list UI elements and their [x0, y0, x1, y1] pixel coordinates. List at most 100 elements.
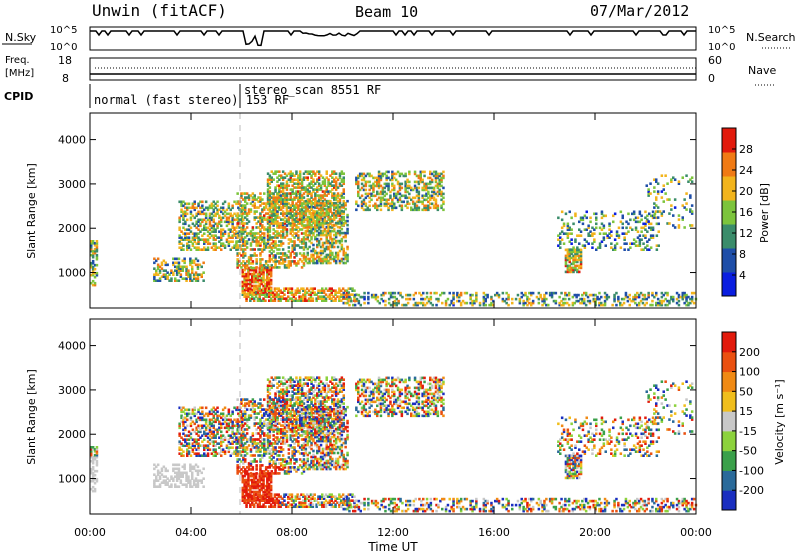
- power-cell: [310, 223, 313, 227]
- power-cell: [321, 297, 324, 300]
- power-cell: [323, 227, 327, 231]
- power-cell: [291, 184, 294, 187]
- power-cell: [456, 293, 459, 297]
- power-cell: [690, 210, 694, 213]
- power-cell: [160, 261, 164, 265]
- power-cell: [348, 299, 351, 303]
- power-cell: [317, 239, 321, 243]
- power-cell: [255, 244, 258, 247]
- velocity-cell: [236, 430, 239, 433]
- power-cell: [656, 216, 660, 219]
- power-cell: [645, 297, 648, 301]
- velocity-cell: [197, 408, 200, 412]
- velocity-cell: [197, 418, 200, 422]
- power-cell: [304, 295, 307, 298]
- power-cell: [236, 246, 239, 249]
- power-cell: [622, 297, 626, 301]
- power-cell: [191, 236, 195, 239]
- power-cell: [615, 230, 619, 233]
- velocity-cell: [266, 474, 269, 478]
- power-cell: [298, 174, 302, 177]
- power-cell: [283, 176, 287, 179]
- power-cell: [273, 289, 277, 292]
- power-cell: [398, 198, 402, 202]
- power-cell: [242, 264, 245, 267]
- power-cell: [268, 186, 272, 189]
- power-cell: [668, 212, 671, 215]
- power-cell: [212, 220, 215, 224]
- power-colorbar-tick-label: 4: [739, 269, 746, 282]
- power-cell: [325, 259, 328, 263]
- power-cell: [199, 224, 202, 228]
- velocity-cell: [164, 469, 167, 473]
- power-cell: [566, 266, 570, 270]
- power-cell: [283, 266, 287, 269]
- power-cell: [336, 196, 340, 199]
- velocity-cell: [244, 472, 247, 475]
- power-cell: [189, 210, 193, 214]
- power-cell: [245, 264, 249, 267]
- power-cell: [281, 226, 285, 229]
- power-cell: [212, 208, 215, 212]
- power-cell: [268, 222, 272, 225]
- power-cell: [396, 180, 400, 184]
- power-cell: [237, 206, 240, 210]
- power-cell: [317, 194, 321, 197]
- power-cell: [307, 297, 311, 300]
- power-cell: [644, 234, 647, 237]
- velocity-cell: [199, 444, 202, 447]
- power-cell: [328, 289, 332, 292]
- velocity-cell: [178, 446, 181, 449]
- power-cell: [423, 182, 426, 186]
- power-cell: [95, 255, 99, 259]
- power-cell: [634, 297, 637, 301]
- power-cell: [646, 218, 649, 222]
- velocity-cell: [197, 410, 200, 414]
- velocity-cell: [216, 418, 219, 422]
- power-cell: [272, 220, 275, 223]
- power-cell: [382, 291, 385, 295]
- power-cell: [223, 246, 227, 249]
- power-cell: [280, 226, 283, 229]
- power-cell: [278, 186, 281, 189]
- power-cell: [560, 303, 563, 307]
- power-cell: [268, 266, 272, 269]
- power-cell: [372, 186, 375, 190]
- power-cell: [334, 188, 338, 191]
- power-cell: [298, 220, 302, 223]
- power-cell: [406, 200, 409, 204]
- velocity-cell: [184, 434, 187, 437]
- power-cell: [602, 238, 606, 241]
- power-cell: [613, 246, 617, 249]
- power-cell: [261, 248, 264, 251]
- power-cell: [278, 252, 281, 255]
- power-cell: [276, 236, 279, 239]
- power-cell: [268, 224, 272, 227]
- power-cell: [208, 216, 212, 220]
- power-cell: [270, 170, 273, 173]
- velocity-cell: [247, 478, 250, 482]
- power-cell: [186, 218, 189, 222]
- velocity-cell: [255, 404, 258, 407]
- velocity-cell: [90, 448, 93, 451]
- power-cell: [237, 220, 240, 224]
- velocity-cell: [244, 412, 247, 415]
- power-cell: [295, 218, 298, 221]
- power-cell: [438, 188, 441, 192]
- power-cell: [377, 172, 381, 176]
- power-cell: [172, 261, 175, 265]
- velocity-cell: [93, 450, 97, 453]
- power-cell: [270, 202, 273, 205]
- power-cell: [329, 261, 332, 265]
- velocity-cell: [244, 402, 247, 405]
- power-cell: [383, 186, 386, 190]
- power-cell: [637, 295, 641, 299]
- power-cell: [574, 256, 577, 260]
- power-cell: [323, 211, 327, 215]
- power-cell: [196, 265, 200, 269]
- power-colorbar-swatch: [722, 248, 736, 273]
- power-cell: [291, 172, 294, 175]
- power-cell: [625, 220, 628, 224]
- power-cell: [591, 242, 594, 245]
- power-cell: [651, 291, 654, 295]
